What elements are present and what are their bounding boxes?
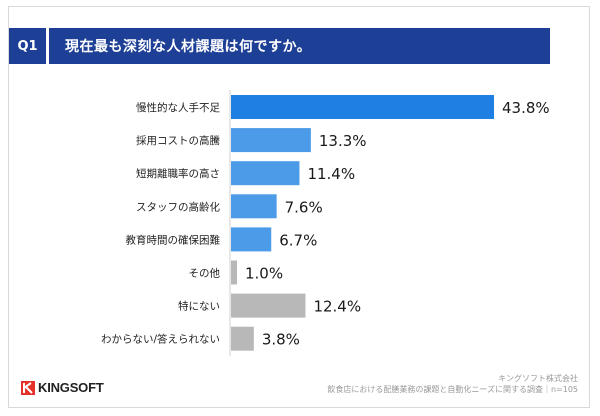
category-label: その他	[189, 267, 221, 280]
value-label: 3.8%	[262, 331, 300, 349]
question-header: Q1 現在最も深刻な人材課題は何ですか。	[9, 28, 550, 64]
category-label: 教育時間の確保困難	[126, 233, 221, 246]
chart-frame	[8, 6, 590, 408]
bar	[231, 194, 277, 219]
bar	[231, 128, 311, 153]
bar	[231, 326, 254, 351]
category-label: わからない/答えられない	[101, 333, 220, 346]
value-label: 1.0%	[245, 265, 283, 283]
kingsoft-logo: KINGSOFT	[21, 380, 104, 395]
value-label: 13.3%	[319, 132, 367, 150]
value-label: 6.7%	[279, 231, 317, 249]
footer-survey-note: 飲食店における配膳業務の課題と自動化ニーズに関する調査｜n=105	[327, 385, 578, 394]
bar	[231, 260, 238, 285]
kingsoft-logo-icon	[21, 380, 35, 395]
bar	[231, 95, 494, 119]
question-title: 現在最も深刻な人材課題は何ですか。	[49, 28, 550, 64]
category-label: 採用コストの高騰	[136, 134, 220, 147]
value-label: 12.4%	[313, 298, 361, 316]
question-number: Q1	[9, 28, 46, 64]
category-label: 短期離職率の高さ	[136, 167, 220, 180]
bar	[231, 293, 306, 318]
category-label: スタッフの高齢化	[136, 200, 220, 213]
category-label: 特にない	[178, 301, 220, 313]
logo-wordmark: KINGSOFT	[38, 380, 104, 395]
bar	[231, 227, 272, 252]
footer-company: キングソフト株式会社	[498, 374, 578, 383]
category-label: 慢性的な人手不足	[136, 101, 220, 114]
bar	[231, 161, 300, 186]
value-label: 43.8%	[502, 99, 550, 117]
header-divider	[46, 28, 49, 64]
value-label: 11.4%	[307, 165, 355, 183]
value-label: 7.6%	[285, 198, 323, 216]
